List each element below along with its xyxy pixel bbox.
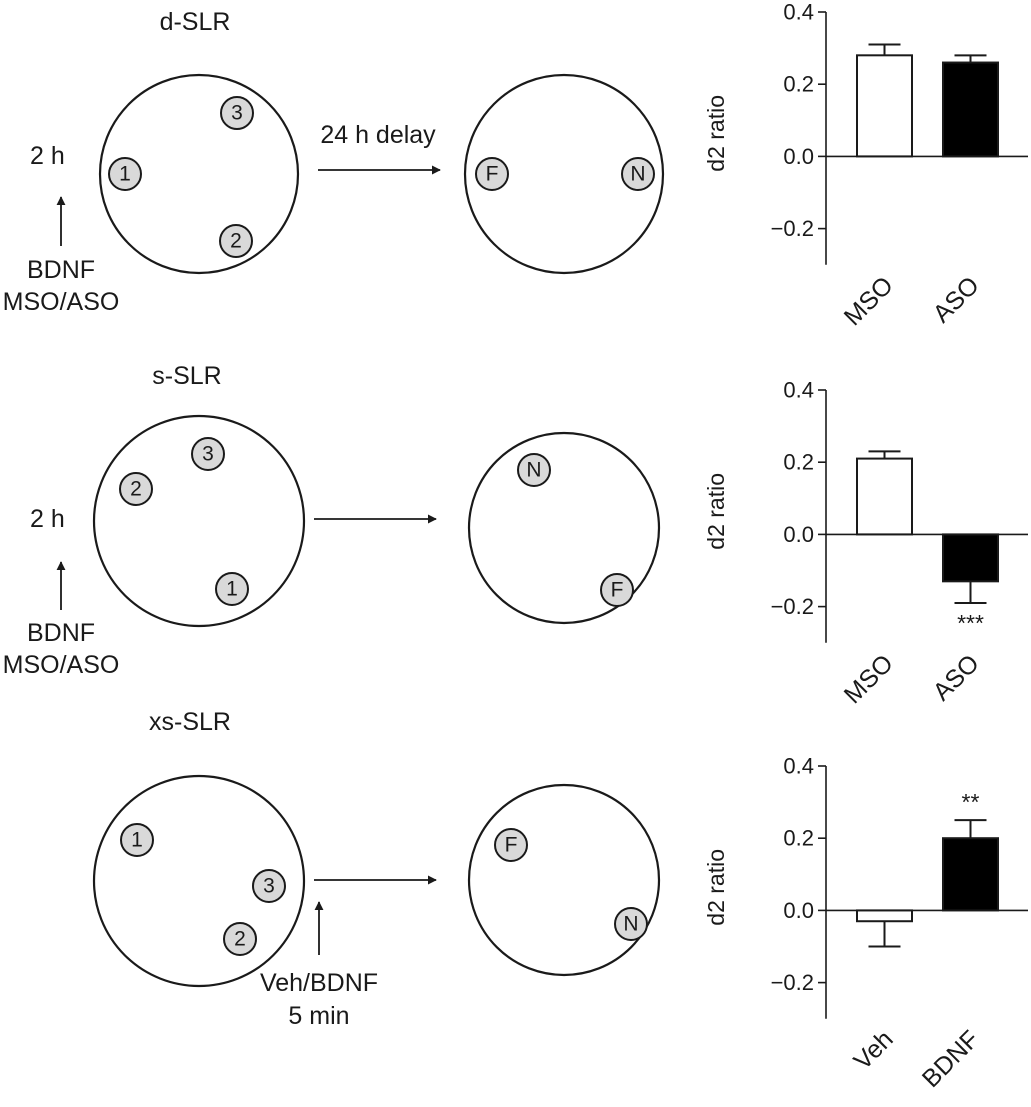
treatment-label-line1: BDNF <box>27 619 95 647</box>
svg-text:N: N <box>526 459 541 482</box>
sample-arena <box>92 774 306 988</box>
sample-arena <box>98 73 300 275</box>
x-tick-label: Veh <box>848 1025 898 1075</box>
y-tick-label: 0.0 <box>783 522 814 547</box>
row-d-slr: d-SLR 3 1 2 2 h BDNF MSO/ASO 24 h delay … <box>3 8 665 316</box>
y-axis-label: d2 ratio <box>703 95 729 172</box>
object-n: N <box>614 907 648 941</box>
svg-text:1: 1 <box>226 578 238 601</box>
bar-mso <box>856 457 913 536</box>
treatment-label-line2: MSO/ASO <box>3 288 120 316</box>
y-tick-label: −0.2 <box>771 594 814 619</box>
y-tick-label: 0.2 <box>783 72 814 97</box>
treatment-label-line2: MSO/ASO <box>3 651 120 679</box>
x-tick-label: MSO <box>839 649 899 709</box>
y-axis-label: d2 ratio <box>703 849 729 926</box>
svg-text:F: F <box>611 579 624 602</box>
object-f: F <box>600 573 634 607</box>
row-title: xs-SLR <box>149 708 231 736</box>
object-n: N <box>621 157 655 191</box>
y-tick-label: 0.4 <box>783 0 814 25</box>
treatment-label-line2: 5 min <box>288 1002 349 1030</box>
time-label: 2 h <box>30 142 65 170</box>
y-tick-label: 0.2 <box>783 450 814 475</box>
delay-label: 24 h delay <box>320 121 436 149</box>
svg-text:3: 3 <box>202 443 214 466</box>
bar-aso <box>942 61 999 158</box>
test-arena <box>467 783 661 977</box>
time-label: 2 h <box>30 505 65 533</box>
bar-aso <box>942 533 999 583</box>
x-tick-label: ASO <box>928 649 985 706</box>
y-tick-label: 0.2 <box>783 826 814 851</box>
y-tick-label: −0.2 <box>771 216 814 241</box>
object-f: F <box>494 828 528 862</box>
xs-slr-bar-chart: 0.4 0.2 0.0 −0.2 d2 ratio Veh ** BDNF <box>703 754 1028 1093</box>
test-arena <box>467 431 661 625</box>
object-2: 2 <box>219 224 253 258</box>
object-3: 3 <box>220 96 254 130</box>
object-f: F <box>475 157 509 191</box>
row-title: s-SLR <box>152 362 221 390</box>
svg-text:2: 2 <box>234 928 246 951</box>
sample-arena <box>92 414 306 628</box>
y-tick-label: 0.0 <box>783 898 814 923</box>
bar-veh <box>856 909 913 923</box>
x-tick-label: MSO <box>839 271 899 331</box>
x-tick-label: ASO <box>928 271 985 328</box>
significance-marker: ** <box>962 789 980 815</box>
y-axis-label: d2 ratio <box>703 473 729 550</box>
svg-text:2: 2 <box>230 230 242 253</box>
treatment-label-line1: BDNF <box>27 256 95 284</box>
object-2: 2 <box>223 922 257 956</box>
s-slr-bar-chart: 0.4 0.2 0.0 −0.2 d2 ratio MSO *** ASO <box>703 378 1028 709</box>
bar-mso <box>856 54 913 158</box>
svg-text:3: 3 <box>263 875 275 898</box>
object-n: N <box>517 453 551 487</box>
svg-text:F: F <box>486 163 499 186</box>
svg-text:2: 2 <box>130 478 142 501</box>
object-3: 3 <box>191 437 225 471</box>
d-slr-bar-chart: 0.4 0.2 0.0 −0.2 d2 ratio MSO ASO <box>703 0 1028 331</box>
significance-marker: *** <box>957 610 984 636</box>
test-arena <box>463 73 665 275</box>
y-tick-label: −0.2 <box>771 970 814 995</box>
svg-text:F: F <box>505 834 518 857</box>
row-xs-slr: xs-SLR 1 3 2 Veh/BDNF 5 min F N <box>92 708 661 1030</box>
object-1: 1 <box>108 157 142 191</box>
object-1: 1 <box>120 823 154 857</box>
bar-bdnf <box>942 837 999 912</box>
object-2: 2 <box>119 472 153 506</box>
object-3: 3 <box>252 869 286 903</box>
svg-text:N: N <box>630 163 645 186</box>
y-tick-label: 0.4 <box>783 754 814 779</box>
y-tick-label: 0.0 <box>783 144 814 169</box>
svg-text:1: 1 <box>131 829 143 852</box>
svg-text:1: 1 <box>119 163 131 186</box>
y-tick-label: 0.4 <box>783 378 814 403</box>
row-s-slr: s-SLR 3 2 1 2 h BDNF MSO/ASO N F <box>3 362 661 679</box>
svg-text:N: N <box>623 913 638 936</box>
object-1: 1 <box>215 572 249 606</box>
svg-text:3: 3 <box>231 102 243 125</box>
row-title: d-SLR <box>160 8 231 36</box>
treatment-label-line1: Veh/BDNF <box>260 969 378 997</box>
x-tick-label: BDNF <box>917 1025 985 1093</box>
